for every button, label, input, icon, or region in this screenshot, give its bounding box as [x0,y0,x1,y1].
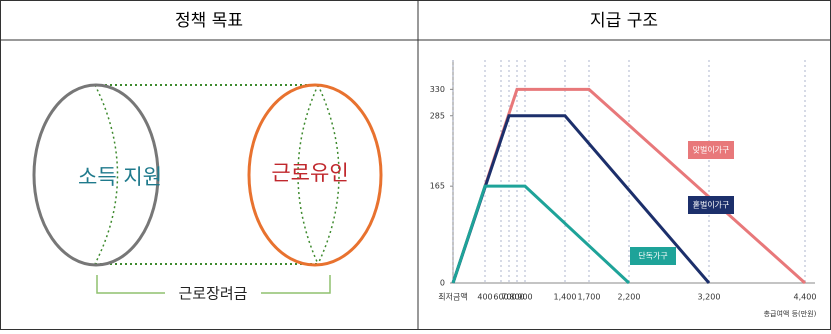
series-callout [688,196,734,214]
x-tick-label: 400 [477,293,492,302]
legend-label: 맞벌이가구 [693,145,730,155]
x-tick-label: 최저금액 [438,292,467,302]
header-cell: 정책 목표 [175,11,243,31]
bracket-label-bg [165,284,261,302]
x-tick-label: 900 [517,293,532,302]
y-tick-label: 0 [440,279,445,288]
y-tick-label: 330 [430,85,445,94]
legend-label: 홑벌이가구 [693,200,730,210]
dotted-arc [297,84,319,265]
venn-diagram: 소득 지원 근로유인 근로장려금 [32,83,383,303]
left-label: 소득 지원 [78,165,162,189]
x-tick-label: 800 [509,293,524,302]
x-tick-label: 2,200 [618,293,641,302]
series-callout [688,141,734,159]
legend-label: 단독가구 [638,251,667,261]
x-tick-label: 1,700 [578,293,601,302]
y-tick-label: 285 [430,111,445,120]
series-callout [630,247,676,265]
right-label: 근로유인 [271,161,348,185]
series-line [451,184,631,285]
x-axis-label: 총급여액 등(만원) [764,309,817,318]
left-ellipse [32,83,160,267]
x-tick-label: 1,400 [554,293,577,302]
header-cell: 지급 구조 [590,11,658,31]
y-tick-label: 165 [430,182,445,191]
x-tick-label: 3,200 [698,293,721,302]
x-tick-label: 600 [493,293,508,302]
bracket-label: 근로장려금 [178,285,247,303]
x-tick-label: 4,400 [794,293,817,302]
x-tick-label: 700 [501,293,516,302]
right-ellipse [247,83,383,267]
